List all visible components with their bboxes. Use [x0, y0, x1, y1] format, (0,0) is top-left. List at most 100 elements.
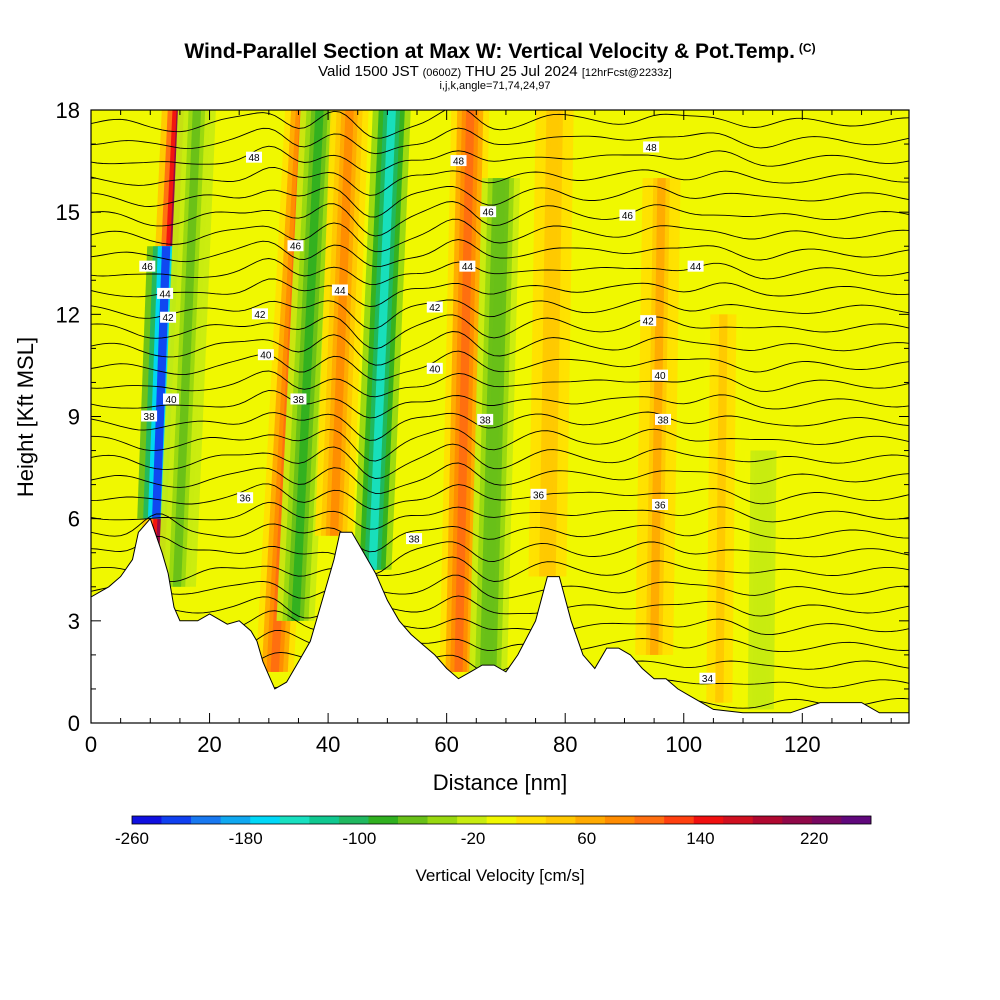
theta-contour	[91, 331, 909, 366]
terrain-surface	[90, 517, 910, 724]
contour-label-text: 46	[483, 208, 495, 219]
contour-label-bg	[331, 284, 348, 296]
theta-contour	[91, 278, 909, 308]
colorbar-swatch	[634, 816, 665, 824]
colorbar-swatch	[161, 816, 192, 824]
contour-label-bg	[426, 362, 443, 374]
chart-title: Wind-Parallel Section at Max W: Vertical…	[0, 36, 1000, 64]
colorbar-swatch	[191, 816, 221, 824]
theta-contour	[91, 535, 909, 575]
contour-label-text: 38	[657, 415, 669, 426]
contour-label-bg	[699, 672, 716, 684]
contour-label: 46	[480, 206, 497, 219]
contour-label-bg	[141, 410, 158, 422]
contour-label-text: 42	[643, 317, 655, 328]
y-axis-label: Height [Kft MSL]	[13, 337, 38, 497]
theta-contour	[91, 239, 909, 268]
contour-label-text: 46	[290, 242, 302, 253]
colorbar-swatch	[693, 816, 724, 824]
contour-label-bg	[480, 206, 497, 218]
velocity-cell	[469, 178, 521, 672]
theta-contour	[91, 218, 909, 253]
contour-label: 44	[157, 287, 174, 300]
colorbar-swatch	[338, 816, 369, 824]
contour-label: 40	[257, 349, 274, 362]
contour-label-bg	[687, 260, 704, 272]
x-tick-label: 40	[316, 732, 340, 757]
theta-contour	[91, 427, 909, 462]
contour-label: 44	[459, 260, 476, 273]
velocity-band	[756, 450, 768, 710]
colorbar-tick-label: -180	[229, 829, 263, 848]
contour-label: 38	[290, 393, 307, 406]
colorbar-swatch	[516, 816, 547, 824]
contour-label: 42	[251, 308, 268, 321]
contour-label-text: 44	[334, 286, 346, 297]
colorbar-swatch	[752, 816, 783, 824]
contour-label-bg	[251, 308, 268, 320]
velocity-band	[291, 110, 324, 621]
contour-label: 40	[426, 362, 443, 375]
colorbar-swatch	[811, 816, 842, 824]
contour-label: 48	[643, 141, 660, 154]
contour-label-bg	[619, 209, 636, 221]
contour-label-bg	[652, 499, 669, 511]
contour-label: 38	[406, 533, 423, 546]
y-tick-label: 15	[56, 200, 80, 225]
contour-label-text: 36	[240, 494, 252, 505]
velocity-band	[483, 178, 506, 672]
velocity-cell	[741, 450, 783, 710]
colorbar-tick-label: -100	[342, 829, 376, 848]
contour-label: 48	[246, 151, 263, 164]
theta-contour	[91, 390, 909, 419]
contour-label-bg	[450, 155, 467, 167]
contour-label-text: 38	[408, 535, 420, 546]
velocity-band	[715, 314, 728, 703]
theta-contour	[91, 110, 909, 139]
y-tick-label: 18	[56, 98, 80, 123]
colorbar-swatch	[279, 816, 310, 824]
colorbar-tick-label: 60	[577, 829, 596, 848]
x-tick-label: 120	[784, 732, 821, 757]
x-tick-label: 20	[197, 732, 221, 757]
contour-label-text: 48	[646, 143, 658, 154]
contour-label-bg	[652, 369, 669, 381]
contour-label-bg	[139, 260, 156, 272]
velocity-band	[329, 110, 354, 536]
contour-label-text: 40	[260, 351, 272, 362]
contour-label-bg	[163, 393, 180, 405]
theta-contour	[91, 556, 909, 583]
contour-label: 36	[237, 492, 254, 505]
contour-label-text: 38	[144, 412, 156, 423]
velocity-band	[454, 110, 475, 672]
colorbar-swatch	[545, 816, 576, 824]
theta-contour	[91, 574, 909, 600]
colorbar-swatch	[782, 816, 813, 824]
velocity-cell	[353, 110, 411, 570]
contour-label-text: 48	[248, 153, 260, 164]
x-axis-label: Distance [nm]	[433, 770, 568, 795]
contour-label: 38	[655, 413, 672, 426]
theta-contour	[91, 258, 909, 286]
contour-label: 46	[139, 260, 156, 273]
contour-label: 46	[619, 209, 636, 222]
colorbar-swatch	[841, 816, 872, 824]
theta-contour	[91, 201, 909, 237]
contour-labels: 48 48 48 46 46 46 46 44 44 44 44 42 42 42 42 40 40 40 40 38…	[139, 141, 716, 685]
colorbar-label: Vertical Velocity [cm/s]	[415, 866, 584, 885]
x-axis: 0 20 40 60 80 100 120	[85, 110, 892, 757]
colorbar-swatch	[398, 816, 428, 824]
contour-label-text: 42	[162, 313, 174, 324]
theta-contour	[91, 595, 909, 619]
colorbar-swatch	[250, 816, 281, 824]
contour-label-bg	[160, 311, 177, 323]
contour-label-bg	[477, 413, 494, 425]
velocity-band	[543, 110, 559, 577]
theta-contour	[91, 443, 909, 479]
contour-label: 38	[477, 413, 494, 426]
contour-label-text: 44	[462, 262, 474, 273]
colorbar-tick-label: 220	[800, 829, 828, 848]
contour-label-bg	[246, 151, 263, 163]
colorbar-swatch	[604, 816, 635, 824]
x-tick-label: 100	[665, 732, 702, 757]
